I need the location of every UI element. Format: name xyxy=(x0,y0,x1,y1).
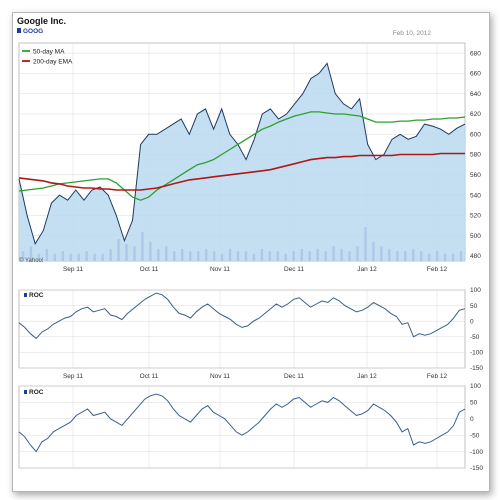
roc-x-tick-label: Feb 12 xyxy=(427,373,448,380)
yahoo-credit: © Yahoo! xyxy=(19,257,44,264)
price-y-tick-label: 560 xyxy=(470,172,481,179)
roc-y-tick-label: 100 xyxy=(470,287,481,294)
price-x-tick-label: Jan 12 xyxy=(357,266,377,273)
roc-y-tick-label: -50 xyxy=(470,334,480,341)
roc-x-tick-label: Dec 11 xyxy=(284,373,304,380)
roc-2-square-icon xyxy=(24,390,27,394)
roc-y-tick-label: 0 xyxy=(470,318,474,325)
price-y-tick-label: 500 xyxy=(470,233,481,240)
price-x-tick-label: Nov 11 xyxy=(210,266,230,273)
roc-panel-2: 100 50 0 -50 -100 -150 ROC xyxy=(18,383,483,472)
legend-label: 50-day MA xyxy=(33,48,65,55)
roc-1-grid xyxy=(19,289,465,369)
roc-2-y-ticks: 100 50 0 -50 -100 -150 xyxy=(470,383,483,472)
price-x-tick-label: Feb 12 xyxy=(427,266,448,273)
price-line xyxy=(18,62,466,246)
roc-y-tick-label: -100 xyxy=(470,449,483,456)
roc-1-title: ROC xyxy=(29,292,44,299)
roc-y-tick-label: 100 xyxy=(470,383,481,390)
price-x-tick-label: Oct 11 xyxy=(140,266,159,273)
stock-chart: Google Inc. GOOG Feb 10, 2012 4805005205… xyxy=(17,16,483,472)
price-y-tick-label: 540 xyxy=(470,192,481,199)
legend: 50-day MA 200-day EMA xyxy=(22,48,73,65)
chart-frame: Google Inc. GOOG Feb 10, 2012 480 500 520 5… xyxy=(12,12,490,492)
roc-panel-1: 100 50 0 -50 -100 -150 Sep 11 Oct 11 Nov 11 Dec … xyxy=(18,287,483,380)
legend-label: 200-day EMA xyxy=(33,58,73,65)
price-panel: 480 500 520 540 560 580 600 620 640 660 680 Sep 11… xyxy=(18,42,481,273)
roc-2-line xyxy=(18,393,466,453)
roc-1-line xyxy=(18,292,466,340)
ma50-line xyxy=(18,111,466,201)
roc-y-tick-label: 0 xyxy=(470,416,474,423)
price-y-tick-label: 640 xyxy=(470,91,481,98)
company-name: Google Inc. xyxy=(17,16,66,26)
roc-y-tick-label: -100 xyxy=(470,350,483,357)
roc-y-tick-label: -150 xyxy=(470,465,483,472)
price-x-tick-label: Sep 11 xyxy=(63,266,84,273)
price-x-tick-label: Dec 11 xyxy=(284,266,304,273)
roc-x-tick-label: Oct 11 xyxy=(140,373,159,380)
roc-y-tick-label: -50 xyxy=(470,432,480,439)
price-y-tick-label: 680 xyxy=(470,50,481,57)
ticker-symbol: GOOG xyxy=(23,28,43,35)
roc-x-tick-label: Nov 11 xyxy=(210,373,230,380)
price-y-tick-label: 660 xyxy=(470,71,481,78)
roc-2-title: ROC xyxy=(29,389,44,396)
price-y-tick-label: 580 xyxy=(470,152,481,159)
price-y-tick-label: 480 xyxy=(470,253,481,260)
chart-date: Feb 10, 2012 xyxy=(393,30,432,37)
roc-1-plot-area xyxy=(18,289,466,369)
roc-2-plot-area xyxy=(18,385,466,469)
ticker-square-icon xyxy=(17,28,21,33)
price-y-tick-label: 520 xyxy=(470,213,481,220)
ema200-line xyxy=(18,152,465,191)
price-x-ticks: Sep 11 Oct 11 Nov 11 Dec 11 Jan 12 Feb 12 xyxy=(63,266,448,273)
price-area xyxy=(19,63,465,261)
roc-x-tick-label: Jan 12 xyxy=(357,373,377,380)
roc-x-tick-label: Sep 11 xyxy=(63,373,84,380)
roc-1-y-ticks: 100 50 0 -50 -100 -150 xyxy=(470,287,483,372)
price-y-ticks: 480 500 520 540 560 580 600 620 640 660 680 xyxy=(470,50,481,260)
price-y-tick-label: 620 xyxy=(470,111,481,118)
roc-y-tick-label: 50 xyxy=(470,400,478,407)
roc-1-square-icon xyxy=(24,293,27,297)
roc-y-tick-label: -150 xyxy=(470,365,483,372)
roc-1-x-ticks: Sep 11 Oct 11 Nov 11 Dec 11 Jan 12 Feb 12 xyxy=(63,373,448,380)
price-y-tick-label: 600 xyxy=(470,131,481,138)
roc-y-tick-label: 50 xyxy=(470,303,478,310)
